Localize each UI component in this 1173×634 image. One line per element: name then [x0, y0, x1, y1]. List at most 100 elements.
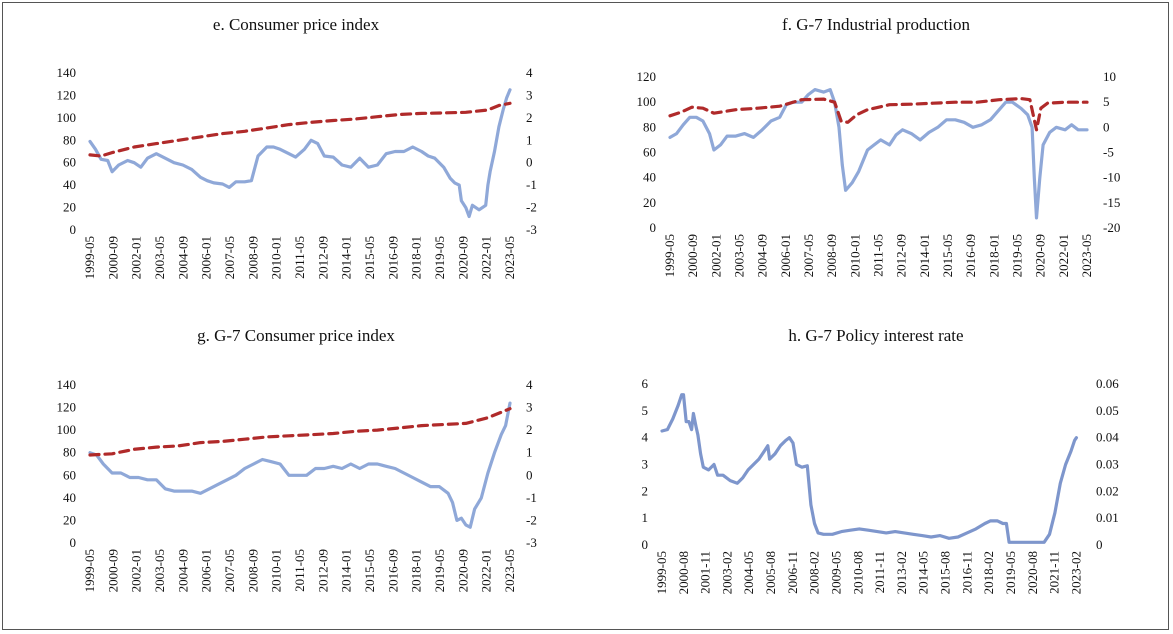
- x-tick-label-e: 2018-01: [409, 236, 424, 279]
- x-tick-label-g: 2003-05: [152, 549, 167, 592]
- x-tick-label-g: 2000-09: [105, 549, 120, 592]
- x-tick-label-h: 2004-05: [741, 551, 756, 594]
- x-tick-label-e: 2010-01: [269, 236, 284, 279]
- x-tick-label-f: 2016-09: [963, 234, 978, 277]
- x-tick-label-h: 2010-08: [850, 551, 865, 594]
- y-left-tick-label-f: 120: [637, 69, 657, 84]
- series-line-e-dashed: [88, 101, 512, 158]
- x-tick-label-g: 2002-01: [129, 549, 144, 592]
- x-tick-label-f: 2010-01: [847, 234, 862, 277]
- x-tick-label-e: 2000-09: [105, 236, 120, 279]
- x-tick-label-g: 2016-09: [385, 549, 400, 592]
- y-left-tick-label-g: 20: [63, 512, 76, 527]
- x-tick-label-f: 2003-05: [732, 234, 747, 277]
- x-tick-label-h: 2023-02: [1068, 551, 1083, 594]
- x-tick-label-h: 2015-08: [938, 551, 953, 594]
- y-right-tick-label-g: 1: [526, 445, 533, 460]
- x-tick-label-g: 1999-05: [82, 549, 97, 592]
- x-tick-label-f: 2023-05: [1079, 234, 1094, 277]
- x-tick-label-e: 2007-05: [222, 236, 237, 279]
- x-tick-label-h: 2016-11: [959, 551, 974, 594]
- y-left-tick-label-f: 100: [637, 94, 657, 109]
- y-left-tick-label-e: 80: [63, 132, 76, 147]
- y-right-tick-label-g: -2: [526, 512, 537, 527]
- chart-title-e: e. Consumer price index: [213, 15, 380, 34]
- x-tick-label-e: 2015-05: [362, 236, 377, 279]
- y-right-tick-label-f: -20: [1103, 220, 1120, 235]
- series-line-h-solid: [660, 393, 1078, 544]
- x-tick-label-f: 2018-01: [986, 234, 1001, 277]
- x-tick-label-h: 2014-05: [916, 551, 931, 594]
- y-right-tick-label-f: 0: [1103, 119, 1110, 134]
- y-left-tick-label-g: 60: [63, 467, 76, 482]
- y-left-tick-label-e: 100: [57, 110, 77, 125]
- y-right-tick-label-f: -10: [1103, 170, 1120, 185]
- y-left-tick-label-g: 0: [70, 535, 77, 550]
- x-tick-label-h: 2021-11: [1047, 551, 1062, 594]
- y-right-tick-label-h: 0: [1096, 537, 1103, 552]
- y-right-tick-label-g: 4: [526, 377, 533, 392]
- y-left-tick-label-f: 60: [643, 145, 656, 160]
- x-tick-label-f: 2000-09: [685, 234, 700, 277]
- x-tick-label-e: 2012-09: [315, 236, 330, 279]
- x-tick-label-h: 2018-02: [981, 551, 996, 594]
- x-tick-label-f: 2011-05: [871, 234, 886, 277]
- y-right-tick-label-h: 0.04: [1096, 430, 1119, 445]
- x-tick-label-f: 1999-05: [662, 234, 677, 277]
- x-tick-label-g: 2015-05: [362, 549, 377, 592]
- x-tick-label-h: 2006-11: [785, 551, 800, 594]
- x-tick-label-h: 2013-02: [894, 551, 909, 594]
- x-tick-label-g: 2023-05: [502, 549, 517, 592]
- series-line-e-solid: [88, 88, 512, 219]
- x-tick-label-e: 2016-09: [385, 236, 400, 279]
- y-right-tick-label-e: 1: [526, 132, 533, 147]
- y-right-tick-label-e: -2: [526, 200, 537, 215]
- x-tick-label-h: 2000-08: [676, 551, 691, 594]
- x-tick-label-e: 2006-01: [199, 236, 214, 279]
- series-line-f-dashed: [668, 97, 1089, 132]
- x-tick-label-g: 2006-01: [199, 549, 214, 592]
- x-tick-label-h: 2005-08: [763, 551, 778, 594]
- x-tick-label-h: 2011-11: [872, 551, 887, 593]
- x-tick-label-h: 2020-08: [1025, 551, 1040, 594]
- x-tick-label-g: 2020-09: [455, 549, 470, 592]
- y-left-tick-label-e: 0: [70, 222, 77, 237]
- y-right-tick-label-e: -1: [526, 177, 537, 192]
- x-tick-label-e: 2008-09: [245, 236, 260, 279]
- y-left-tick-label-h: 1: [642, 510, 649, 525]
- y-left-tick-label-g: 100: [57, 422, 77, 437]
- y-right-tick-label-h: 0.06: [1096, 376, 1119, 391]
- x-tick-label-f: 2014-01: [917, 234, 932, 277]
- y-right-tick-label-f: -15: [1103, 195, 1120, 210]
- y-left-tick-label-f: 80: [643, 119, 656, 134]
- x-tick-label-h: 2008-02: [807, 551, 822, 594]
- chart-title-f: f. G-7 Industrial production: [782, 15, 970, 34]
- x-tick-label-h: 2009-05: [828, 551, 843, 594]
- y-left-tick-label-h: 2: [642, 483, 649, 498]
- y-right-tick-label-g: 2: [526, 422, 533, 437]
- y-right-tick-label-e: 0: [526, 155, 533, 170]
- y-left-tick-label-e: 40: [63, 177, 76, 192]
- x-tick-label-g: 2022-01: [479, 549, 494, 592]
- y-right-tick-label-e: 4: [526, 65, 533, 80]
- y-left-tick-label-e: 20: [63, 200, 76, 215]
- x-tick-label-f: 2015-05: [940, 234, 955, 277]
- y-right-tick-label-f: -5: [1103, 145, 1114, 160]
- y-left-tick-label-h: 5: [642, 403, 649, 418]
- x-tick-label-f: 2020-09: [1033, 234, 1048, 277]
- x-tick-label-f: 2006-01: [778, 234, 793, 277]
- x-tick-label-f: 2019-05: [1010, 234, 1025, 277]
- series-line-f-solid: [668, 88, 1089, 220]
- x-tick-label-e: 2020-09: [455, 236, 470, 279]
- y-left-tick-label-h: 4: [642, 430, 649, 445]
- x-tick-label-f: 2012-09: [894, 234, 909, 277]
- x-tick-label-e: 2002-01: [129, 236, 144, 279]
- x-tick-label-h: 2019-05: [1003, 551, 1018, 594]
- x-tick-label-g: 2008-09: [245, 549, 260, 592]
- x-tick-label-f: 2008-09: [824, 234, 839, 277]
- chart-title-h: h. G-7 Policy interest rate: [788, 326, 963, 345]
- series-line-g-dashed: [88, 407, 512, 457]
- y-left-tick-label-g: 140: [57, 377, 77, 392]
- series-line-g-solid: [88, 401, 512, 529]
